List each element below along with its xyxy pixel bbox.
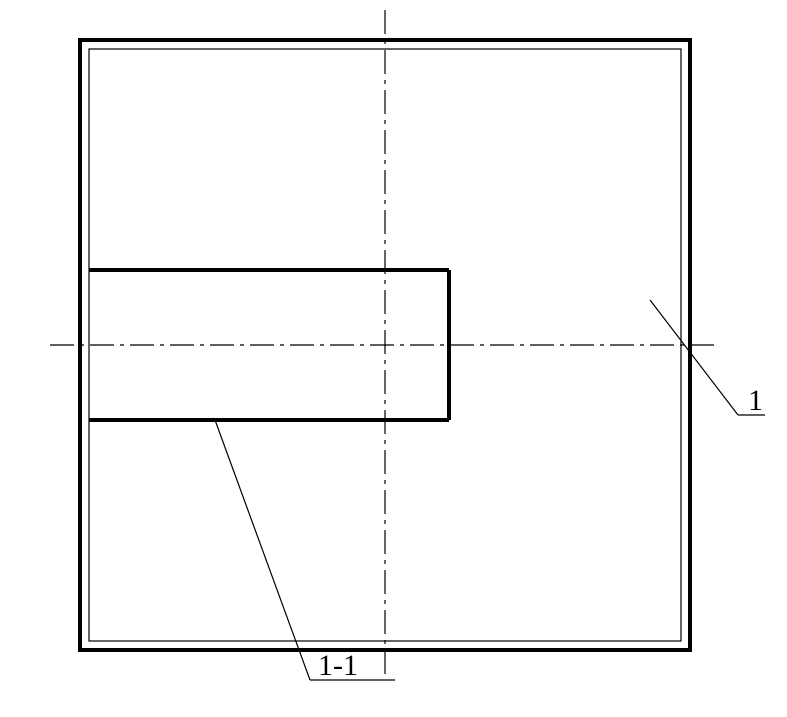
label-1-1-text: 1-1 bbox=[318, 649, 358, 682]
label-1-text: 1 bbox=[748, 384, 763, 417]
label-1-leader bbox=[650, 300, 738, 415]
drawing-canvas: 1 1-1 bbox=[0, 0, 787, 717]
engineering-drawing: 1 1-1 bbox=[0, 0, 787, 717]
